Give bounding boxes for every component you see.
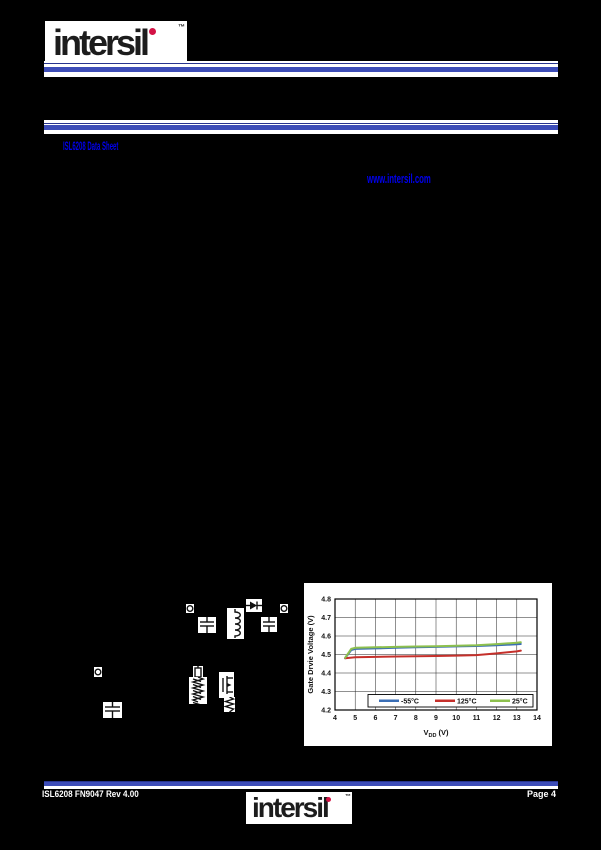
svg-text:4: 4 — [333, 715, 337, 722]
svg-text:4.7: 4.7 — [321, 615, 331, 622]
svg-text:14: 14 — [533, 715, 541, 722]
svg-text:4.2: 4.2 — [321, 708, 331, 715]
svg-text:25°C: 25°C — [512, 697, 528, 705]
svg-text:7: 7 — [394, 715, 398, 722]
logo-red-dot-icon — [149, 28, 156, 35]
rule-notch — [42, 120, 44, 134]
svg-text:13: 13 — [513, 715, 521, 722]
junction-node-icon — [280, 604, 288, 613]
footer-page-number: Page 4 — [526, 789, 556, 799]
junction-node-icon — [94, 667, 102, 677]
svg-text:4.3: 4.3 — [321, 689, 331, 696]
footer-doc-info: ISL6208 FN9047 Rev 4.00 — [42, 789, 139, 799]
capacitor-icon — [261, 617, 277, 632]
inductor-icon — [227, 608, 244, 639]
rule-notch — [42, 781, 44, 789]
resistor-network-icon — [189, 677, 207, 704]
svg-text:6: 6 — [373, 715, 377, 722]
diode-icon — [246, 599, 262, 612]
header-logo: intersil ™ — [45, 21, 187, 63]
svg-text:VDD (V): VDD (V) — [423, 728, 449, 739]
svg-text:12: 12 — [493, 715, 501, 722]
chart-svg: 4 5 6 7 8 9 10 11 12 13 14 4.2 4.3 4.4 4.5 4.6 4.7 4.8 -55… — [306, 597, 541, 740]
footer-rule — [42, 781, 558, 789]
svg-text:4.5: 4.5 — [321, 652, 331, 659]
header-rule — [42, 61, 558, 77]
section-rule — [42, 120, 558, 134]
svg-text:Gate Drvie Voltage (V): Gate Drvie Voltage (V) — [306, 615, 315, 694]
svg-text:-55°C: -55°C — [401, 697, 419, 705]
junction-node-icon — [186, 604, 194, 613]
logo-red-dot-icon — [326, 797, 331, 802]
resistor-icon — [224, 697, 235, 712]
svg-text:4.4: 4.4 — [321, 671, 331, 678]
trademark-symbol: ™ — [345, 794, 351, 800]
svg-text:8: 8 — [414, 715, 418, 722]
capacitor-icon — [103, 702, 122, 718]
brand-logo-text: intersil — [53, 22, 150, 63]
performance-chart: 4 5 6 7 8 9 10 11 12 13 14 4.2 4.3 4.4 4.5 4.6 4.7 4.8 -55… — [304, 583, 552, 746]
svg-text:11: 11 — [473, 715, 481, 722]
svg-text:4.6: 4.6 — [321, 634, 331, 641]
mosfet-icon — [219, 672, 234, 698]
svg-text:4.8: 4.8 — [321, 597, 331, 604]
reference-link[interactable]: www.intersil.com — [367, 171, 431, 186]
trademark-symbol: ™ — [178, 24, 185, 31]
svg-text:125°C: 125°C — [457, 697, 477, 705]
svg-text:9: 9 — [434, 715, 438, 722]
capacitor-icon — [198, 617, 216, 633]
brand-logo-text: intersil — [252, 792, 330, 823]
footer-logo: intersil ™ — [246, 792, 352, 824]
document-link[interactable]: ISL6208 Data Sheet — [63, 139, 119, 153]
rule-notch — [42, 61, 44, 77]
svg-text:10: 10 — [452, 715, 460, 722]
svg-text:5: 5 — [353, 715, 357, 722]
